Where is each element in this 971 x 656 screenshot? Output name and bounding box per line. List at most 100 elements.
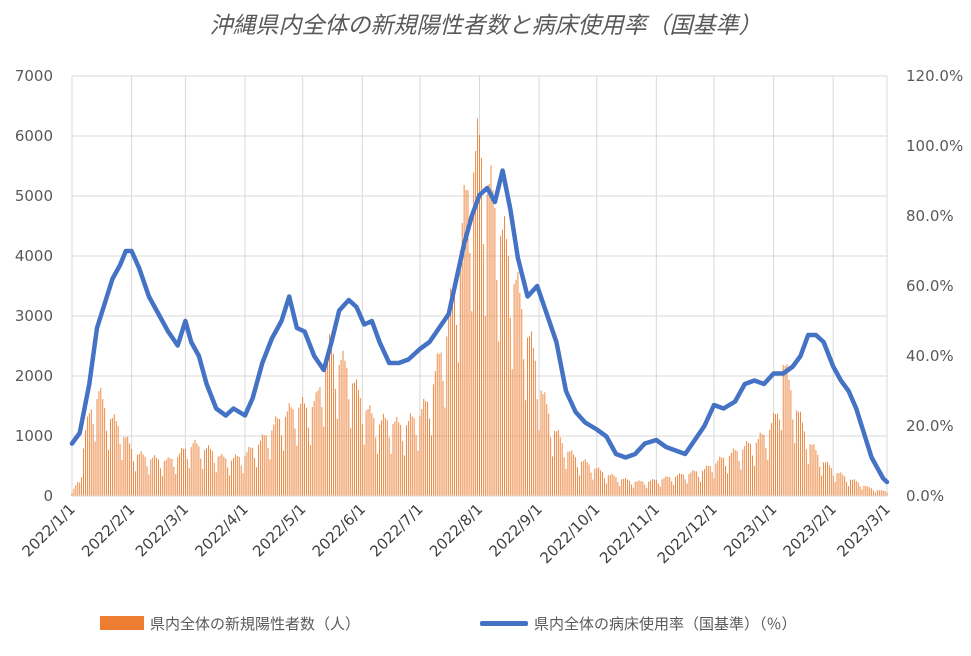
bar <box>782 364 784 496</box>
bar <box>148 474 150 496</box>
line-bed-occupancy <box>69 168 890 485</box>
bar <box>527 337 529 496</box>
bar <box>848 486 850 496</box>
bar <box>886 492 888 496</box>
bar <box>832 475 834 496</box>
bar <box>479 134 480 497</box>
bar <box>192 443 194 496</box>
bar <box>436 353 438 496</box>
bar <box>258 444 259 496</box>
bar <box>102 399 104 496</box>
bar <box>321 407 323 496</box>
bar <box>302 397 304 496</box>
bar <box>530 331 532 496</box>
bar <box>800 411 801 496</box>
bar <box>413 418 415 496</box>
bar <box>842 474 844 496</box>
y-left-tick-label: 2000 <box>15 367 53 385</box>
bar <box>279 418 281 496</box>
bar <box>92 424 94 496</box>
bar <box>465 190 467 496</box>
bar <box>878 490 880 496</box>
legend-swatch-bar <box>100 616 144 630</box>
bar <box>342 350 344 496</box>
bar <box>88 413 90 496</box>
x-tick-label: 2022/3/1 <box>132 500 192 560</box>
bar <box>142 454 144 496</box>
bar <box>240 465 242 496</box>
bar <box>567 451 569 496</box>
bar <box>592 479 594 496</box>
bar <box>327 354 329 496</box>
bar <box>692 470 694 496</box>
bar <box>229 475 231 496</box>
y-right-tick-label: 100.0% <box>906 137 963 155</box>
bar <box>617 482 619 496</box>
bar <box>817 454 819 496</box>
bar <box>517 271 519 496</box>
bar <box>127 436 129 496</box>
bar <box>146 466 148 496</box>
bar <box>525 400 527 496</box>
legend-item-line: 県内全体の病床使用率（国基準）（％） <box>480 612 797 634</box>
bar <box>158 459 159 496</box>
bar <box>732 448 734 496</box>
bar <box>577 467 578 496</box>
bar <box>532 347 534 496</box>
bar <box>286 411 288 496</box>
bar <box>600 470 602 496</box>
bar <box>730 453 732 496</box>
bar <box>138 454 140 496</box>
bar <box>152 457 154 496</box>
bar <box>484 316 486 496</box>
bar <box>555 431 557 496</box>
bar <box>538 430 540 496</box>
bar <box>306 407 307 496</box>
bar <box>742 449 744 496</box>
bar <box>361 424 363 496</box>
bar <box>108 449 109 496</box>
bar <box>284 416 286 496</box>
bar <box>238 456 240 496</box>
y-left-tick-label: 1000 <box>15 427 53 445</box>
bar <box>636 481 638 496</box>
bar <box>288 403 290 496</box>
bar <box>104 407 106 496</box>
bar <box>98 391 100 496</box>
bar <box>753 465 755 496</box>
bar <box>432 384 434 496</box>
bar <box>498 341 500 496</box>
bar <box>767 459 769 496</box>
bar <box>684 479 686 496</box>
y-right-tick-label: 80.0% <box>906 207 954 225</box>
bar <box>565 468 567 496</box>
bar <box>461 223 463 496</box>
bar <box>123 437 125 496</box>
bar <box>209 448 211 496</box>
y-left-tick-label: 7000 <box>15 67 53 85</box>
bar <box>563 457 565 496</box>
bar <box>344 360 346 496</box>
bar <box>469 253 471 496</box>
bar <box>248 446 250 496</box>
bar <box>236 455 238 496</box>
bar <box>494 207 496 496</box>
bar <box>859 486 861 496</box>
bar <box>825 462 826 496</box>
bar <box>798 412 800 496</box>
bar <box>607 475 609 496</box>
bar <box>404 455 405 496</box>
bar <box>653 479 655 496</box>
bar <box>190 446 192 496</box>
bar <box>507 256 509 496</box>
bar <box>784 366 786 496</box>
bar <box>554 431 555 496</box>
bar <box>690 472 692 496</box>
bar <box>221 453 223 496</box>
bar <box>455 325 457 496</box>
y-axis-right: 0.0% 20.0% 40.0% 60.0% 80.0% 100.0% 120.0% <box>906 67 963 505</box>
bar <box>73 488 75 496</box>
bar <box>129 443 131 496</box>
